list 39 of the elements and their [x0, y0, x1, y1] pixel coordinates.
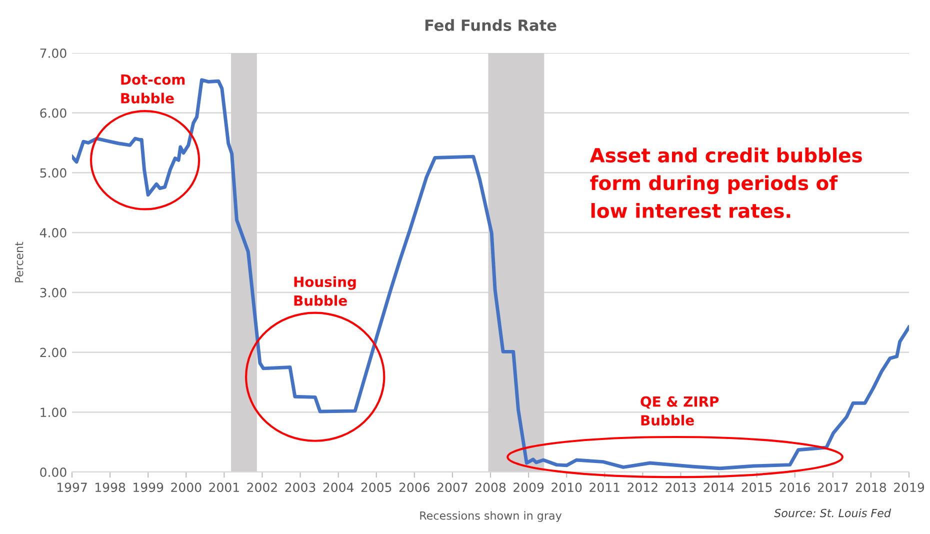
- x-tick-label: 2017: [818, 482, 848, 492]
- y-tick-label: 5.00: [40, 168, 66, 178]
- x-tick-label: 2018: [856, 482, 886, 492]
- y-tick-label: 4.00: [40, 228, 66, 238]
- x-tick-label: 2009: [514, 482, 544, 492]
- annotation: Housing Bubble: [294, 276, 356, 306]
- x-tick-label: 2016: [780, 482, 810, 492]
- x-tick-label: 2000: [171, 482, 202, 492]
- x-tick-label: 2015: [742, 482, 772, 492]
- x-tick-label: 1998: [96, 482, 126, 492]
- x-tick-label: 2010: [552, 482, 582, 492]
- x-tick-label: 2013: [666, 482, 696, 492]
- x-tick-label: 2012: [628, 482, 658, 492]
- x-tick-label: 2006: [399, 482, 430, 492]
- x-tick-label: 2004: [323, 482, 354, 492]
- x-tick-label: 1997: [57, 482, 87, 492]
- chart-title: Fed Funds Rate: [425, 19, 556, 31]
- x-tick-label: 2008: [476, 482, 506, 492]
- y-tick-label: 3.00: [40, 288, 66, 298]
- y-tick-label: 0.00: [40, 467, 66, 477]
- y-axis-title: Percent: [15, 242, 24, 282]
- y-tick-label: 6.00: [40, 108, 66, 118]
- x-tick-label: 2019: [894, 482, 924, 492]
- x-axis-title: Recessions shown in gray: [420, 511, 562, 522]
- x-tick-label: 2003: [285, 482, 316, 492]
- annotation: QE & ZIRP Bubble: [640, 396, 719, 426]
- x-tick-label: 1999: [134, 482, 164, 492]
- y-tick-label: 7.00: [40, 48, 66, 58]
- annotation: Asset and credit bubbles form during periods of low interest rates.: [590, 148, 862, 218]
- x-tick-label: 2011: [590, 482, 620, 492]
- x-tick-label: 2007: [437, 482, 468, 492]
- y-tick-label: 1.00: [40, 408, 66, 418]
- y-tick-label: 2.00: [40, 348, 66, 358]
- source-note: Source: St. Louis Fed: [774, 508, 892, 518]
- annotation: Dot-com Bubble: [121, 74, 185, 104]
- x-tick-label: 2014: [704, 482, 734, 492]
- x-tick-label: 2001: [209, 482, 239, 492]
- x-tick-label: 2005: [361, 482, 392, 492]
- x-tick-label: 2002: [247, 482, 277, 492]
